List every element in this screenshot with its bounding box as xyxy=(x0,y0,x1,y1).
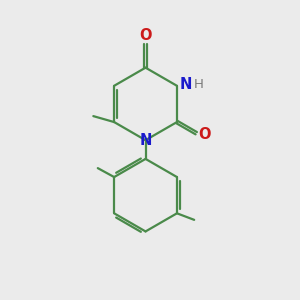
Text: O: O xyxy=(198,127,211,142)
Text: H: H xyxy=(193,78,203,91)
Text: N: N xyxy=(180,77,192,92)
Text: N: N xyxy=(140,133,152,148)
Text: O: O xyxy=(139,28,152,43)
